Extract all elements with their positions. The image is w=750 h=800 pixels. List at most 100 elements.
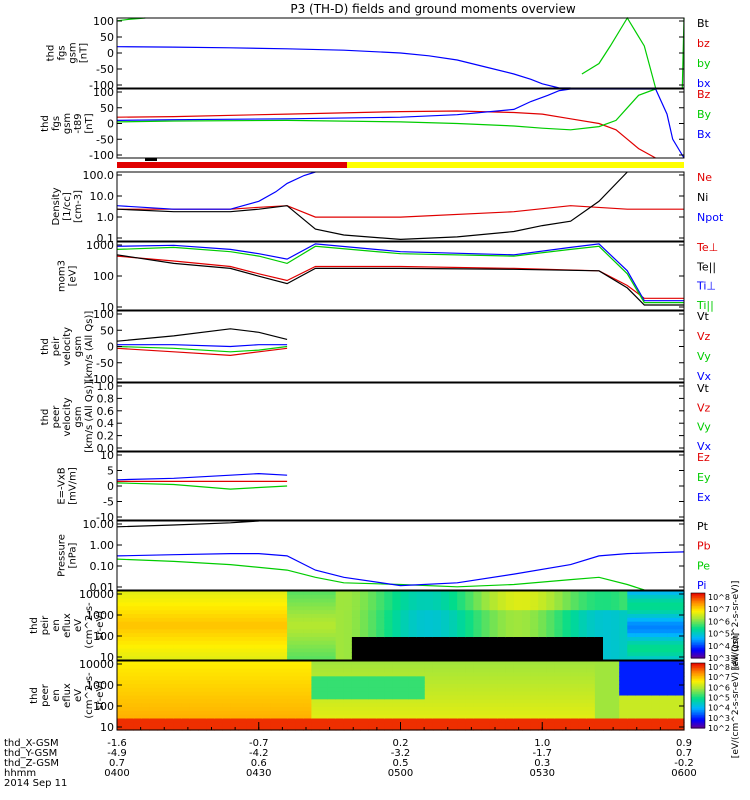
heatmap-cell [578, 718, 588, 723]
heatmap-cell [343, 629, 353, 634]
heatmap-cell [165, 606, 175, 611]
heatmap-cell [343, 687, 353, 693]
heatmap-cell [489, 668, 499, 674]
y-tick-label: -100 [89, 373, 114, 386]
heatmap-cell [376, 661, 385, 666]
heatmap-cell [675, 602, 685, 607]
heatmap-cell [133, 695, 142, 700]
heatmap-cell [627, 652, 636, 657]
heatmap-cell [198, 617, 207, 623]
heatmap-cell [279, 687, 288, 693]
heatmap-cell [465, 710, 474, 716]
colorbar-cell [691, 633, 705, 636]
heatmap-cell [432, 714, 442, 720]
heatmap-cell [327, 625, 337, 630]
heatmap-cell [603, 644, 612, 650]
heatmap-cell [643, 672, 653, 677]
heatmap-cell [554, 661, 564, 666]
heatmap-cell [173, 648, 183, 653]
heatmap-cell [562, 633, 572, 638]
heatmap-cell [327, 710, 337, 716]
heatmap-cell [611, 629, 620, 634]
heatmap-cell [667, 652, 677, 657]
heatmap-cell [246, 656, 256, 661]
heatmap-cell [562, 602, 572, 607]
heatmap-cell [416, 617, 426, 623]
heatmap-cell [206, 602, 215, 607]
colorbar-cell [691, 602, 705, 605]
heatmap-cell [189, 648, 199, 653]
heatmap-cell [343, 644, 353, 650]
heatmap-cell [262, 707, 272, 712]
heatmap-cell [497, 722, 507, 727]
heatmap-cell [181, 664, 191, 670]
heatmap-cell [489, 707, 499, 712]
colorbar-cell [691, 710, 705, 713]
heatmap-cell [635, 668, 645, 674]
heatmap-cell [214, 722, 223, 727]
y-axis-label: thd [29, 687, 40, 704]
y-axis-label: peir [40, 615, 51, 635]
heatmap-cell [530, 640, 539, 646]
heatmap-cell [238, 710, 248, 716]
panel-frame [116, 451, 685, 521]
heatmap-cell [303, 726, 312, 731]
heatmap-cell [473, 703, 483, 708]
heatmap-cell [181, 687, 191, 693]
heatmap-cell [254, 661, 264, 666]
heatmap-cell [133, 718, 142, 723]
heatmap-cell [424, 614, 434, 619]
y-axis-label: [nT] [79, 43, 90, 63]
heatmap-cell [457, 676, 466, 681]
y-axis-label: [1/cc] [62, 192, 73, 221]
heatmap-cell [230, 710, 240, 716]
series-line-Vz [116, 347, 288, 357]
heatmap-cell [635, 714, 645, 720]
heatmap-cell [408, 703, 418, 708]
heatmap-cell [384, 722, 393, 727]
heatmap-cell [675, 625, 685, 630]
heatmap-cell [311, 695, 321, 700]
y-tick-label: 0 [107, 47, 114, 60]
heatmap-cell [133, 680, 142, 685]
heatmap-cell [254, 656, 264, 661]
heatmap-cell [287, 591, 296, 596]
heatmap-cell [554, 602, 564, 607]
axis-row-value: -4.9 [107, 748, 127, 759]
heatmap-cell [627, 656, 636, 661]
heatmap-cell [198, 672, 207, 677]
axis-row-value: 0.2 [393, 738, 409, 749]
heatmap-cell [465, 648, 474, 653]
series-line-Bz [116, 110, 656, 159]
heatmap-cell [392, 621, 402, 627]
legend-entry: by [697, 57, 711, 70]
colorbar-cell [691, 645, 705, 648]
heatmap-cell [343, 591, 353, 596]
heatmap-cell [198, 699, 207, 704]
heatmap-cell [513, 644, 523, 650]
colorbar-frame [690, 662, 706, 729]
heatmap-cell [230, 629, 240, 634]
heatmap-cell [327, 695, 337, 700]
heatmap-cell [311, 714, 321, 720]
heatmap-cell [173, 661, 183, 666]
heatmap-cell [635, 614, 645, 619]
heatmap-cell [424, 625, 434, 630]
heatmap-cell [481, 714, 491, 720]
heatmap-cell [133, 610, 142, 615]
heatmap-cell [416, 629, 426, 634]
heatmap-cell [473, 714, 483, 720]
heatmap-cell [546, 661, 555, 666]
heatmap-cell [335, 637, 345, 642]
heatmap-cell [206, 676, 215, 681]
heatmap-cell [530, 722, 539, 727]
heatmap-cell [222, 661, 231, 666]
heatmap-cell [481, 633, 491, 638]
heatmap-cell [303, 680, 312, 685]
heatmap-cell [376, 621, 385, 627]
heatmap-cell [141, 637, 150, 642]
heatmap-cell [424, 691, 434, 697]
heatmap-cell [141, 633, 150, 638]
heatmap-cell [465, 718, 474, 723]
heatmap-cell [246, 648, 256, 653]
